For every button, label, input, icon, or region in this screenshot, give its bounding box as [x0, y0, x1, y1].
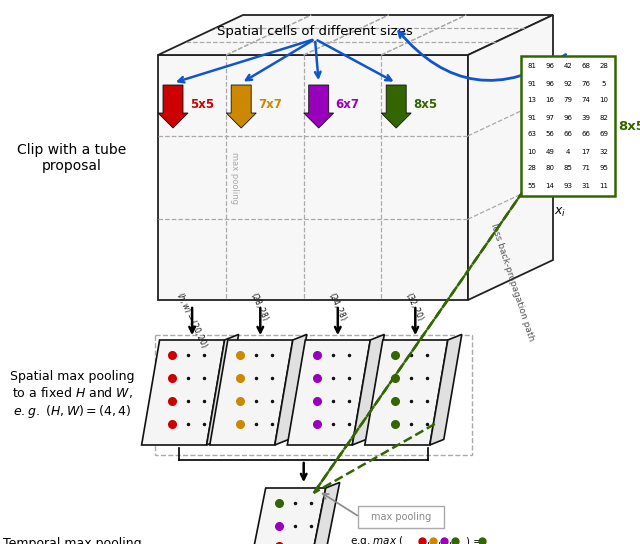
Polygon shape: [352, 335, 384, 445]
Text: 4: 4: [566, 149, 570, 154]
Text: 28: 28: [600, 64, 609, 70]
Text: 91: 91: [527, 81, 536, 86]
Polygon shape: [246, 488, 326, 544]
Text: ,: ,: [438, 536, 441, 544]
Polygon shape: [381, 85, 412, 128]
Text: 10: 10: [600, 97, 609, 103]
Text: 96: 96: [545, 81, 554, 86]
Polygon shape: [430, 335, 462, 445]
Text: 7x7: 7x7: [258, 98, 282, 112]
Text: 56: 56: [545, 132, 554, 138]
Text: 68: 68: [582, 64, 591, 70]
Polygon shape: [306, 483, 340, 544]
Text: 81: 81: [527, 64, 536, 70]
Text: Spatial max pooling
to a fixed $H$ and $W$,
$e.g.$ $(H, W) = (4, 4)$: Spatial max pooling to a fixed $H$ and $…: [10, 370, 134, 419]
Text: 32: 32: [600, 149, 609, 154]
Polygon shape: [207, 335, 239, 445]
Polygon shape: [158, 85, 188, 128]
Text: Spatial cells of different sizes: Spatial cells of different sizes: [217, 26, 413, 39]
Text: 13: 13: [527, 97, 536, 103]
Text: Temporal max pooling
to a fixed $D$ ($e.g.$ $D = 1$): Temporal max pooling to a fixed $D$ ($e.…: [0, 537, 148, 544]
Text: 71: 71: [582, 165, 591, 171]
Text: 8x5: 8x5: [618, 120, 640, 133]
Text: 95: 95: [600, 165, 609, 171]
Polygon shape: [304, 85, 333, 128]
Text: $(28, 28)$: $(28, 28)$: [248, 290, 272, 323]
Polygon shape: [468, 15, 553, 300]
Polygon shape: [275, 335, 307, 445]
Text: e.g. $\mathit{max}$ (: e.g. $\mathit{max}$ (: [349, 534, 404, 544]
Polygon shape: [141, 340, 225, 445]
Polygon shape: [158, 55, 468, 300]
Text: 91: 91: [527, 114, 536, 121]
Polygon shape: [365, 340, 448, 445]
Text: 66: 66: [582, 132, 591, 138]
Polygon shape: [226, 85, 256, 128]
Text: Clip with a tube
proposal: Clip with a tube proposal: [17, 143, 127, 173]
Text: ,: ,: [449, 536, 452, 544]
Text: 6x7: 6x7: [336, 98, 360, 112]
Text: max pooling: max pooling: [230, 151, 239, 203]
Text: 39: 39: [582, 114, 591, 121]
Text: 76: 76: [582, 81, 591, 86]
Text: 74: 74: [582, 97, 591, 103]
Text: 92: 92: [564, 81, 572, 86]
Text: 85: 85: [564, 165, 572, 171]
Text: 5: 5: [602, 81, 606, 86]
Text: $(24, 28)$: $(24, 28)$: [326, 290, 349, 323]
Text: 55: 55: [527, 182, 536, 189]
Polygon shape: [287, 340, 371, 445]
Text: 8x5: 8x5: [413, 98, 437, 112]
Text: 14: 14: [545, 182, 554, 189]
Text: $(32, 20)$: $(32, 20)$: [403, 290, 428, 323]
Text: 80: 80: [545, 165, 554, 171]
Polygon shape: [210, 340, 293, 445]
Text: 11: 11: [600, 182, 609, 189]
Text: 17: 17: [582, 149, 591, 154]
Text: 97: 97: [545, 114, 554, 121]
Text: $x_i$: $x_i$: [554, 206, 566, 219]
Text: 93: 93: [563, 182, 573, 189]
Polygon shape: [158, 15, 553, 55]
Text: 79: 79: [563, 97, 573, 103]
Text: 28: 28: [527, 165, 536, 171]
Text: 69: 69: [600, 132, 609, 138]
Text: 16: 16: [545, 97, 554, 103]
Text: ,: ,: [427, 536, 430, 544]
Text: ) =: ) =: [466, 536, 485, 544]
FancyBboxPatch shape: [521, 56, 615, 196]
Text: 96: 96: [563, 114, 573, 121]
Text: 10: 10: [527, 149, 536, 154]
Text: 96: 96: [545, 64, 554, 70]
Text: 31: 31: [582, 182, 591, 189]
Text: 66: 66: [563, 132, 573, 138]
Text: 82: 82: [600, 114, 609, 121]
Text: $(h, w) = (20, 20)$: $(h, w) = (20, 20)$: [174, 290, 211, 350]
Text: 5x5: 5x5: [190, 98, 214, 112]
Text: loss back-propagation path: loss back-propagation path: [488, 222, 535, 342]
Text: max pooling: max pooling: [371, 512, 431, 522]
FancyBboxPatch shape: [358, 506, 444, 528]
Text: 49: 49: [545, 149, 554, 154]
Text: 42: 42: [564, 64, 572, 70]
Text: 63: 63: [527, 132, 536, 138]
